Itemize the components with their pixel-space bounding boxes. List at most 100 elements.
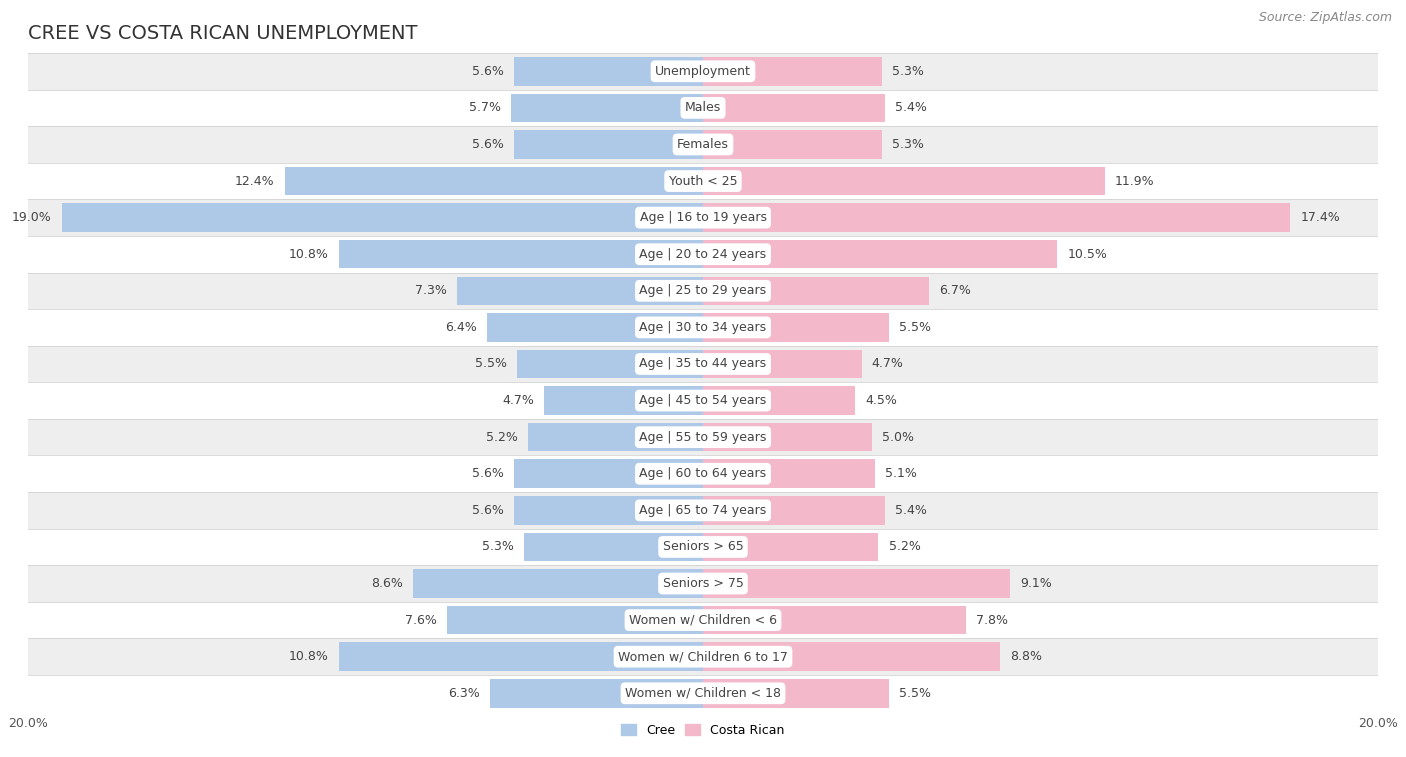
Text: 10.8%: 10.8%: [288, 248, 329, 260]
Bar: [515, 57, 703, 86]
Bar: [703, 423, 872, 451]
Text: 5.3%: 5.3%: [891, 138, 924, 151]
Text: 6.7%: 6.7%: [939, 285, 972, 298]
Text: 5.4%: 5.4%: [896, 101, 927, 114]
Bar: [62, 204, 703, 232]
Text: CREE VS COSTA RICAN UNEMPLOYMENT: CREE VS COSTA RICAN UNEMPLOYMENT: [28, 24, 418, 43]
Bar: [703, 204, 1291, 232]
Text: Age | 55 to 59 years: Age | 55 to 59 years: [640, 431, 766, 444]
Bar: [703, 167, 1105, 195]
Bar: [28, 163, 1378, 199]
Bar: [703, 533, 879, 561]
Text: 5.0%: 5.0%: [882, 431, 914, 444]
Bar: [515, 459, 703, 488]
Bar: [28, 492, 1378, 528]
Bar: [28, 638, 1378, 675]
Bar: [703, 94, 886, 122]
Text: Age | 25 to 29 years: Age | 25 to 29 years: [640, 285, 766, 298]
Bar: [510, 94, 703, 122]
Bar: [515, 496, 703, 525]
Text: 5.3%: 5.3%: [891, 65, 924, 78]
Bar: [703, 679, 889, 708]
Bar: [28, 273, 1378, 309]
Text: Age | 65 to 74 years: Age | 65 to 74 years: [640, 504, 766, 517]
Text: 8.8%: 8.8%: [1010, 650, 1042, 663]
Text: 10.5%: 10.5%: [1067, 248, 1108, 260]
Text: Age | 35 to 44 years: Age | 35 to 44 years: [640, 357, 766, 370]
Text: 5.6%: 5.6%: [472, 65, 503, 78]
Bar: [703, 386, 855, 415]
Bar: [28, 528, 1378, 565]
Bar: [703, 276, 929, 305]
Bar: [28, 675, 1378, 712]
Bar: [447, 606, 703, 634]
Text: 5.4%: 5.4%: [896, 504, 927, 517]
Text: 7.8%: 7.8%: [976, 614, 1008, 627]
Text: 12.4%: 12.4%: [235, 175, 274, 188]
Bar: [28, 236, 1378, 273]
Text: 7.6%: 7.6%: [405, 614, 436, 627]
Text: Source: ZipAtlas.com: Source: ZipAtlas.com: [1258, 11, 1392, 24]
Text: 5.5%: 5.5%: [475, 357, 508, 370]
Text: Age | 60 to 64 years: Age | 60 to 64 years: [640, 467, 766, 480]
Bar: [457, 276, 703, 305]
Text: Age | 30 to 34 years: Age | 30 to 34 years: [640, 321, 766, 334]
Bar: [28, 419, 1378, 456]
Text: Youth < 25: Youth < 25: [669, 175, 737, 188]
Bar: [28, 602, 1378, 638]
Text: 5.5%: 5.5%: [898, 321, 931, 334]
Text: Seniors > 65: Seniors > 65: [662, 540, 744, 553]
Bar: [28, 53, 1378, 89]
Bar: [28, 346, 1378, 382]
Bar: [28, 126, 1378, 163]
Bar: [703, 130, 882, 159]
Bar: [486, 313, 703, 341]
Text: 5.6%: 5.6%: [472, 504, 503, 517]
Bar: [703, 350, 862, 378]
Legend: Cree, Costa Rican: Cree, Costa Rican: [616, 718, 790, 742]
Text: Women w/ Children 6 to 17: Women w/ Children 6 to 17: [619, 650, 787, 663]
Bar: [339, 240, 703, 269]
Bar: [703, 313, 889, 341]
Text: Women w/ Children < 18: Women w/ Children < 18: [626, 687, 780, 699]
Text: 5.7%: 5.7%: [468, 101, 501, 114]
Text: Seniors > 75: Seniors > 75: [662, 577, 744, 590]
Bar: [28, 199, 1378, 236]
Text: Females: Females: [678, 138, 728, 151]
Text: Age | 20 to 24 years: Age | 20 to 24 years: [640, 248, 766, 260]
Bar: [28, 89, 1378, 126]
Bar: [703, 569, 1010, 598]
Text: Age | 16 to 19 years: Age | 16 to 19 years: [640, 211, 766, 224]
Text: 19.0%: 19.0%: [13, 211, 52, 224]
Text: 6.3%: 6.3%: [449, 687, 481, 699]
Bar: [413, 569, 703, 598]
Text: 9.1%: 9.1%: [1021, 577, 1052, 590]
Text: Age | 45 to 54 years: Age | 45 to 54 years: [640, 394, 766, 407]
Bar: [339, 643, 703, 671]
Bar: [527, 423, 703, 451]
Bar: [491, 679, 703, 708]
Bar: [517, 350, 703, 378]
Text: 10.8%: 10.8%: [288, 650, 329, 663]
Bar: [703, 459, 875, 488]
Text: 5.1%: 5.1%: [886, 467, 917, 480]
Text: Women w/ Children < 6: Women w/ Children < 6: [628, 614, 778, 627]
Bar: [703, 643, 1000, 671]
Text: 4.5%: 4.5%: [865, 394, 897, 407]
Text: 17.4%: 17.4%: [1301, 211, 1340, 224]
Bar: [515, 130, 703, 159]
Bar: [703, 240, 1057, 269]
Text: 8.6%: 8.6%: [371, 577, 402, 590]
Text: 5.6%: 5.6%: [472, 138, 503, 151]
Text: Unemployment: Unemployment: [655, 65, 751, 78]
Text: 11.9%: 11.9%: [1115, 175, 1154, 188]
Bar: [28, 382, 1378, 419]
Bar: [28, 456, 1378, 492]
Bar: [544, 386, 703, 415]
Bar: [284, 167, 703, 195]
Bar: [28, 309, 1378, 346]
Text: 5.2%: 5.2%: [485, 431, 517, 444]
Bar: [524, 533, 703, 561]
Text: 5.6%: 5.6%: [472, 467, 503, 480]
Text: 7.3%: 7.3%: [415, 285, 447, 298]
